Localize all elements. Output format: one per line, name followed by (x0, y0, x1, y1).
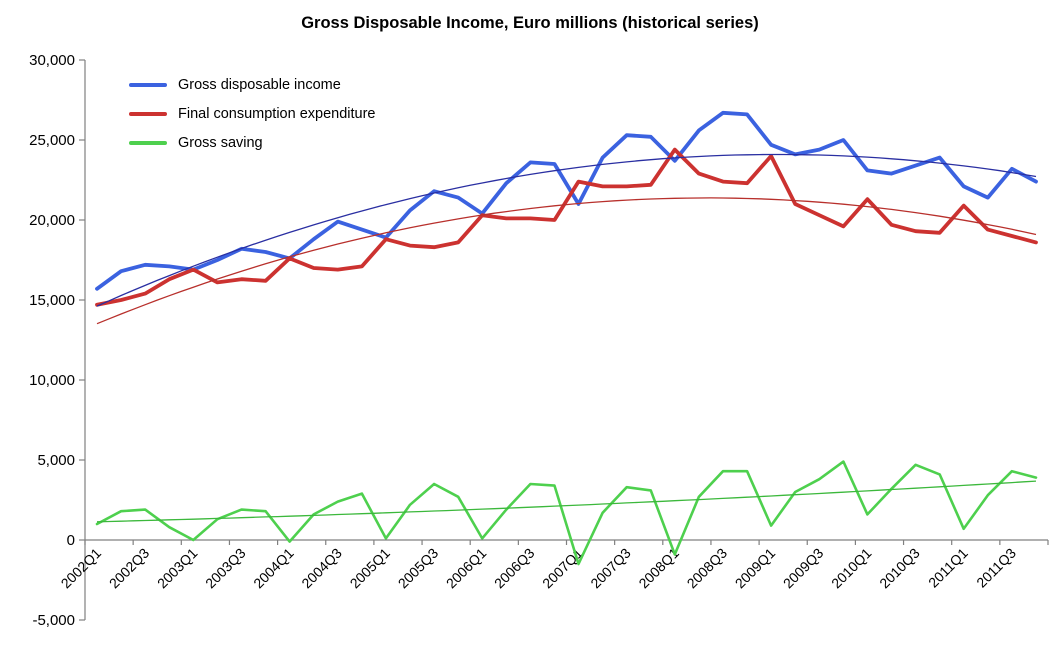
y-tick-label: 15,000 (29, 292, 75, 309)
legend-item-gross-disposable-income: Gross disposable income (129, 70, 375, 99)
x-tick-label: 2009Q1 (732, 545, 779, 592)
y-axis: -5,000 0 5,000 10,000 15,000 20,000 25,000 30,0… (29, 52, 86, 629)
legend: Gross disposable income Final consumptio… (129, 70, 375, 157)
y-tick-label: 25,000 (29, 132, 75, 149)
legend-label: Gross saving (178, 134, 263, 151)
y-tick-label: 20,000 (29, 212, 75, 229)
x-tick-label: 2008Q3 (684, 545, 731, 592)
x-tick-label: 2011Q1 (925, 545, 971, 591)
trendline-gross-saving (96, 480, 1037, 523)
x-tick-label: 2004Q3 (298, 545, 345, 592)
y-tick-label: 5,000 (37, 452, 75, 469)
x-tick-label: 2009Q3 (780, 545, 827, 592)
series-line-final-consumption-expenditure (95, 147, 1038, 307)
legend-item-gross-saving: Gross saving (129, 128, 375, 157)
trendline-final-consumption-expenditure (96, 197, 1037, 325)
series-line-gross-saving (95, 460, 1038, 566)
x-tick-label: 2005Q3 (395, 545, 442, 592)
chart-title: Gross Disposable Income, Euro millions (… (301, 14, 759, 32)
x-tick-label: 2006Q1 (443, 545, 490, 592)
legend-label: Gross disposable income (178, 76, 341, 93)
x-tick-label: 2007Q3 (587, 545, 634, 592)
x-tick-label: 2003Q3 (202, 545, 249, 592)
x-tick-label: 2011Q3 (973, 545, 1019, 591)
y-tick-label: -5,000 (32, 612, 75, 629)
x-tick-label: 2005Q1 (347, 545, 394, 592)
x-tick-label: 2002Q1 (58, 545, 105, 592)
legend-label: Final consumption expenditure (178, 105, 376, 122)
x-tick-label: 2010Q3 (876, 545, 923, 592)
legend-item-final-consumption-expenditure: Final consumption expenditure (129, 99, 375, 128)
y-tick-label: 30,000 (29, 52, 75, 69)
legend-line-swatch-red (129, 111, 167, 116)
x-tick-label: 2006Q3 (491, 545, 538, 592)
series-line-gross-disposable-income (95, 110, 1038, 291)
x-tick-label: 2002Q3 (106, 545, 153, 592)
x-tick-label: 2003Q1 (154, 545, 201, 592)
trendline-gross-disposable-income (96, 153, 1037, 307)
y-tick-label: 10,000 (29, 372, 75, 389)
legend-line-swatch-green (129, 140, 167, 145)
legend-line-swatch-blue (129, 82, 167, 87)
x-axis: 2002Q1 2002Q3 2003Q1 2003Q3 2004Q1 2004Q3 2005… (58, 539, 1049, 592)
y-tick-label: 0 (67, 532, 75, 549)
x-tick-label: 2007Q1 (539, 545, 586, 592)
x-tick-label: 2004Q1 (250, 545, 297, 592)
x-tick-label: 2010Q1 (828, 545, 875, 592)
